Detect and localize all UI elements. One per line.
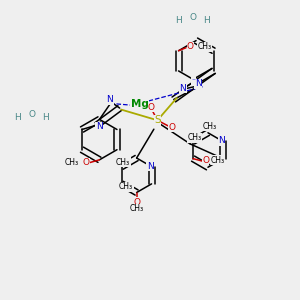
Text: S: S <box>154 115 161 125</box>
Text: CH₃: CH₃ <box>188 133 202 142</box>
Text: N: N <box>179 84 186 93</box>
Text: CH₃: CH₃ <box>119 182 133 191</box>
Text: O: O <box>189 13 196 22</box>
Text: CH₃: CH₃ <box>197 42 212 51</box>
Text: H: H <box>43 113 49 122</box>
Text: O: O <box>187 42 194 51</box>
Text: CH₃: CH₃ <box>65 158 79 167</box>
Text: H: H <box>203 16 210 25</box>
Text: N: N <box>106 95 113 104</box>
Text: CH₃: CH₃ <box>116 158 130 167</box>
Text: H: H <box>14 113 21 122</box>
Text: Mg: Mg <box>131 99 148 109</box>
Text: O: O <box>82 158 90 167</box>
Text: N: N <box>96 122 103 131</box>
Text: ⁻: ⁻ <box>192 76 196 85</box>
Text: O: O <box>133 198 140 207</box>
Text: O: O <box>28 110 35 119</box>
Text: CH₃: CH₃ <box>130 204 144 213</box>
Text: O: O <box>202 156 209 165</box>
Text: CH₃: CH₃ <box>211 156 225 165</box>
Text: N: N <box>147 161 153 170</box>
Text: O: O <box>148 103 155 112</box>
Text: H: H <box>175 16 181 25</box>
Text: CH₃: CH₃ <box>202 122 217 131</box>
Text: N: N <box>218 136 225 145</box>
Text: N: N <box>195 79 202 88</box>
Text: O: O <box>169 123 176 132</box>
